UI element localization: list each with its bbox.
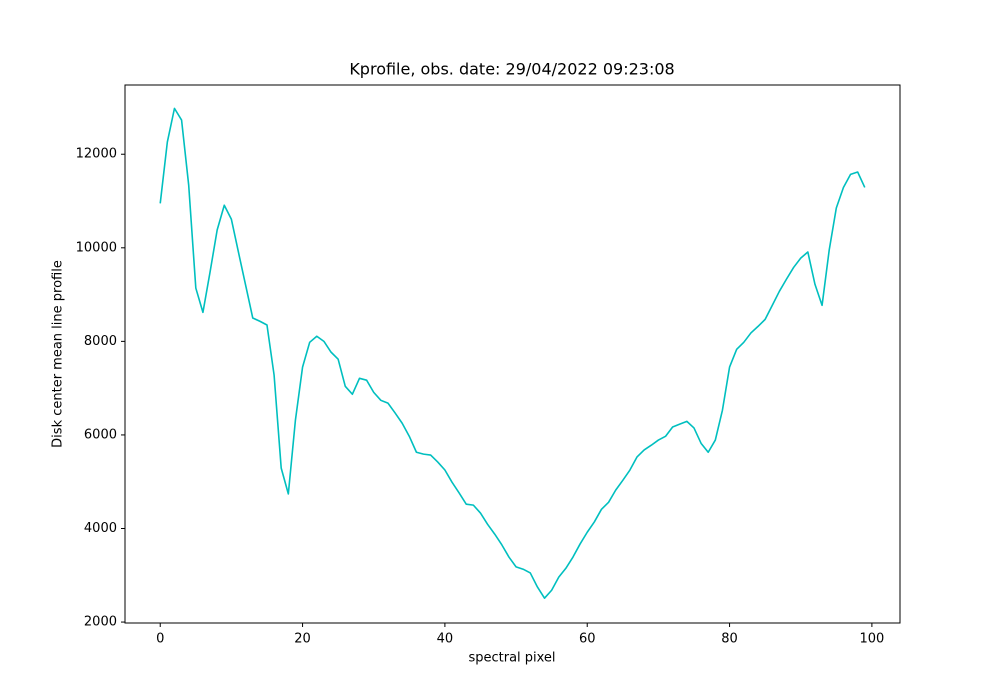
x-tick-label: 20 bbox=[294, 632, 311, 647]
y-tick-label: 4000 bbox=[84, 521, 117, 536]
line-series bbox=[159, 107, 866, 600]
x-tick-label: 80 bbox=[721, 632, 738, 647]
y-tick-label: 12000 bbox=[76, 147, 117, 162]
y-axis-label: Disk center mean line profile bbox=[51, 260, 66, 448]
y-tick-label: 2000 bbox=[84, 615, 117, 630]
x-tick-label: 40 bbox=[437, 632, 454, 647]
x-tick-label: 100 bbox=[859, 632, 884, 647]
x-axis-label: spectral pixel bbox=[468, 651, 555, 666]
y-tick-label: 6000 bbox=[84, 427, 117, 442]
chart-title: Kprofile, obs. date: 29/04/2022 09:23:08 bbox=[349, 60, 674, 79]
x-tick-label: 60 bbox=[579, 632, 596, 647]
y-tick-label: 10000 bbox=[76, 240, 117, 255]
plot-frame bbox=[124, 84, 901, 624]
x-tick-label: 0 bbox=[156, 632, 164, 647]
y-tick-label: 8000 bbox=[84, 334, 117, 349]
